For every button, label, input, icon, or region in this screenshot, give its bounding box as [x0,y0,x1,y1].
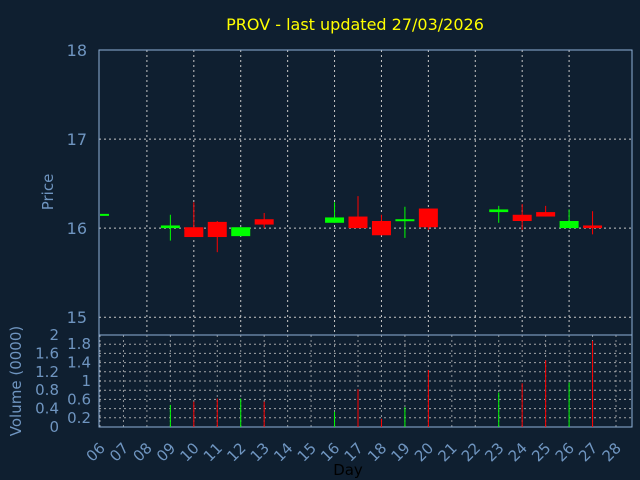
candle-body [536,212,556,217]
volume-tick-label: 1 [81,372,91,390]
price-tick-label: 18 [67,41,87,60]
volume-tick-label: 1.8 [67,335,91,353]
candle-body [559,221,579,229]
x-tick-label: 12 [223,439,249,465]
x-tick-label: 23 [481,439,507,465]
candle-body [184,227,204,238]
volume-panel-frame [98,334,633,428]
candle-body [325,217,345,223]
x-tick-label: 11 [200,439,226,465]
x-tick-label: 08 [130,439,156,465]
volume-tick-label: 1.2 [35,363,59,381]
x-tick-label: 19 [388,439,414,465]
volume-tick-label: 0 [49,418,59,436]
x-tick-label: 09 [153,439,179,465]
candle-body [418,208,438,228]
x-axis-label: Day [333,461,363,479]
volume-axis-label: Volume (0000) [7,326,25,436]
volume-tick-label: 0.8 [35,381,59,399]
candle-body [160,225,180,229]
price-panel-frame [98,49,633,336]
x-tick-label: 07 [106,439,132,465]
x-tick-label: 26 [552,439,578,465]
x-tick-label: 25 [528,439,554,465]
volume-tick-label: 0.2 [67,409,91,427]
x-tick-label: 27 [575,439,601,465]
candle-body [231,227,251,237]
x-tick-label: 24 [505,439,531,465]
x-tick-label: 15 [294,439,320,465]
candle-body [371,221,391,236]
x-tick-label: 18 [364,439,390,465]
x-tick-label: 21 [434,439,460,465]
candle-body [100,213,109,216]
volume-tick-label: 0.4 [35,400,59,418]
volume-tick-label: 2 [49,326,59,344]
candle-body [395,219,415,222]
x-tick-label: 13 [247,439,273,465]
candle-body [489,209,509,213]
y-axis-label: Price [39,174,57,211]
candle-body [512,214,532,221]
x-tick-label: 28 [599,439,625,465]
x-tick-label: 10 [176,439,202,465]
x-tick-label: 22 [458,439,484,465]
volume-tick-label: 0.6 [67,390,91,408]
price-tick-label: 16 [67,219,87,238]
volume-tick-label: 1.6 [35,344,59,362]
x-tick-label: 06 [83,439,109,465]
candle-body [254,219,274,225]
price-tick-label: 15 [67,308,87,327]
price-tick-label: 17 [67,130,87,149]
x-tick-label: 14 [270,439,296,465]
candle-body [348,216,368,229]
x-tick-label: 20 [411,439,437,465]
volume-tick-label: 1.4 [67,354,91,372]
candle-body [583,225,603,229]
candle-body [207,221,227,238]
chart-title: PROV - last updated 27/03/2026 [226,15,484,34]
